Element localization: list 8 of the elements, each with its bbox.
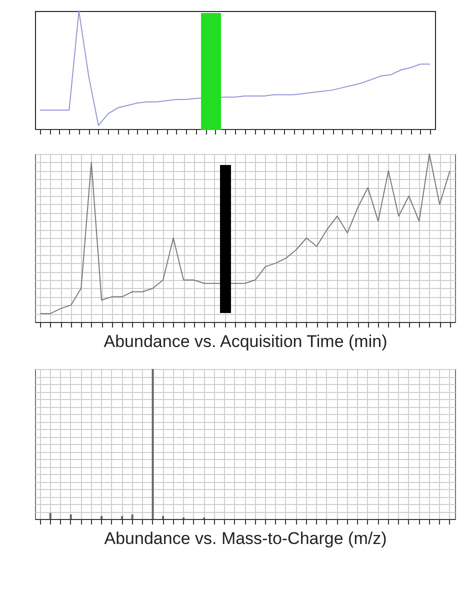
bar: [131, 514, 134, 519]
bar: [121, 516, 124, 519]
bar: [100, 516, 103, 519]
bar: [49, 513, 52, 519]
bar: [70, 514, 72, 519]
bar: [162, 516, 164, 519]
x-axis-title: Abundance vs. Mass-to-Charge (m/z): [104, 529, 387, 548]
x-axis-title: Abundance vs. Acquisition Time (min): [104, 332, 388, 351]
